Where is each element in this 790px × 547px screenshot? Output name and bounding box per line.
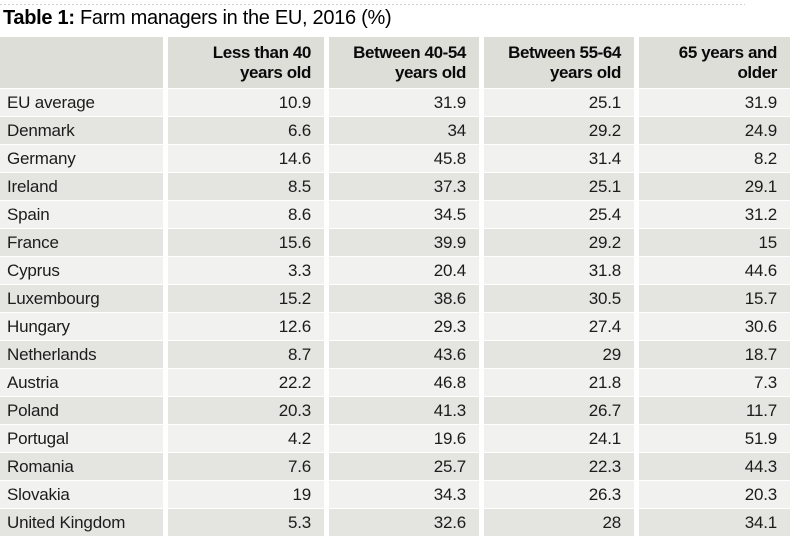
value-cell: 15.6	[168, 229, 324, 256]
value-cell: 28	[484, 509, 634, 536]
value-cell: 46.8	[329, 369, 479, 396]
header-cell: Between 55-64 years old	[484, 37, 634, 88]
value-cell: 4.2	[168, 425, 324, 452]
value-cell: 32.6	[329, 509, 479, 536]
value-cell: 30.6	[639, 313, 790, 340]
value-cell: 30.5	[484, 285, 634, 312]
row-label: France	[0, 229, 163, 256]
value-cell: 43.6	[329, 341, 479, 368]
value-cell: 20.3	[168, 397, 324, 424]
value-cell: 34.1	[639, 509, 790, 536]
value-cell: 7.6	[168, 453, 324, 480]
value-cell: 44.3	[639, 453, 790, 480]
value-cell: 19.6	[329, 425, 479, 452]
value-cell: 5.3	[168, 509, 324, 536]
value-cell: 45.8	[329, 145, 479, 172]
value-cell: 8.6	[168, 201, 324, 228]
value-cell: 11.7	[639, 397, 790, 424]
value-cell: 26.3	[484, 481, 634, 508]
row-label: Slovakia	[0, 481, 163, 508]
value-cell: 34	[329, 117, 479, 144]
value-cell: 29.3	[329, 313, 479, 340]
value-cell: 31.8	[484, 257, 634, 284]
value-cell: 51.9	[639, 425, 790, 452]
header-cell: Between 40-54 years old	[329, 37, 479, 88]
value-cell: 20.4	[329, 257, 479, 284]
table-title-text: Farm managers in the EU, 2016 (%)	[74, 7, 392, 29]
row-label: Netherlands	[0, 341, 163, 368]
value-cell: 18.7	[639, 341, 790, 368]
value-cell: 29	[484, 341, 634, 368]
data-table: Less than 40 years old Between 40-54 year…	[0, 37, 790, 536]
row-label: Romania	[0, 453, 163, 480]
header-cell-empty	[0, 37, 163, 88]
value-cell: 22.3	[484, 453, 634, 480]
top-rule	[0, 4, 745, 5]
value-cell: 21.8	[484, 369, 634, 396]
value-cell: 31.4	[484, 145, 634, 172]
row-label: Poland	[0, 397, 163, 424]
value-cell: 14.6	[168, 145, 324, 172]
value-cell: 25.1	[484, 173, 634, 200]
row-label: Luxembourg	[0, 285, 163, 312]
value-cell: 44.6	[639, 257, 790, 284]
value-cell: 31.2	[639, 201, 790, 228]
value-cell: 22.2	[168, 369, 324, 396]
value-cell: 24.1	[484, 425, 634, 452]
value-cell: 3.3	[168, 257, 324, 284]
value-cell: 38.6	[329, 285, 479, 312]
row-label: Austria	[0, 369, 163, 396]
value-cell: 37.3	[329, 173, 479, 200]
value-cell: 41.3	[329, 397, 479, 424]
value-cell: 29.2	[484, 117, 634, 144]
value-cell: 34.5	[329, 201, 479, 228]
value-cell: 7.3	[639, 369, 790, 396]
value-cell: 34.3	[329, 481, 479, 508]
value-cell: 24.9	[639, 117, 790, 144]
value-cell: 15	[639, 229, 790, 256]
value-cell: 39.9	[329, 229, 479, 256]
value-cell: 8.2	[639, 145, 790, 172]
value-cell: 27.4	[484, 313, 634, 340]
header-cell: 65 years and older	[639, 37, 790, 88]
value-cell: 25.1	[484, 89, 634, 116]
row-label: Germany	[0, 145, 163, 172]
header-cell: Less than 40 years old	[168, 37, 324, 88]
row-label: Portugal	[0, 425, 163, 452]
value-cell: 19	[168, 481, 324, 508]
value-cell: 25.4	[484, 201, 634, 228]
row-label: Ireland	[0, 173, 163, 200]
row-label: Hungary	[0, 313, 163, 340]
row-label: United Kingdom	[0, 509, 163, 536]
value-cell: 10.9	[168, 89, 324, 116]
value-cell: 29.1	[639, 173, 790, 200]
row-label: Spain	[0, 201, 163, 228]
value-cell: 31.9	[639, 89, 790, 116]
value-cell: 8.5	[168, 173, 324, 200]
value-cell: 25.7	[329, 453, 479, 480]
value-cell: 29.2	[484, 229, 634, 256]
value-cell: 15.7	[639, 285, 790, 312]
row-label: Denmark	[0, 117, 163, 144]
value-cell: 12.6	[168, 313, 324, 340]
value-cell: 31.9	[329, 89, 479, 116]
value-cell: 15.2	[168, 285, 324, 312]
row-label: Cyprus	[0, 257, 163, 284]
table-title-prefix: Table 1:	[3, 7, 75, 29]
value-cell: 26.7	[484, 397, 634, 424]
value-cell: 20.3	[639, 481, 790, 508]
value-cell: 8.7	[168, 341, 324, 368]
row-label: EU average	[0, 89, 163, 116]
table-title: Table 1: Farm managers in the EU, 2016 (…	[3, 7, 392, 30]
value-cell: 6.6	[168, 117, 324, 144]
